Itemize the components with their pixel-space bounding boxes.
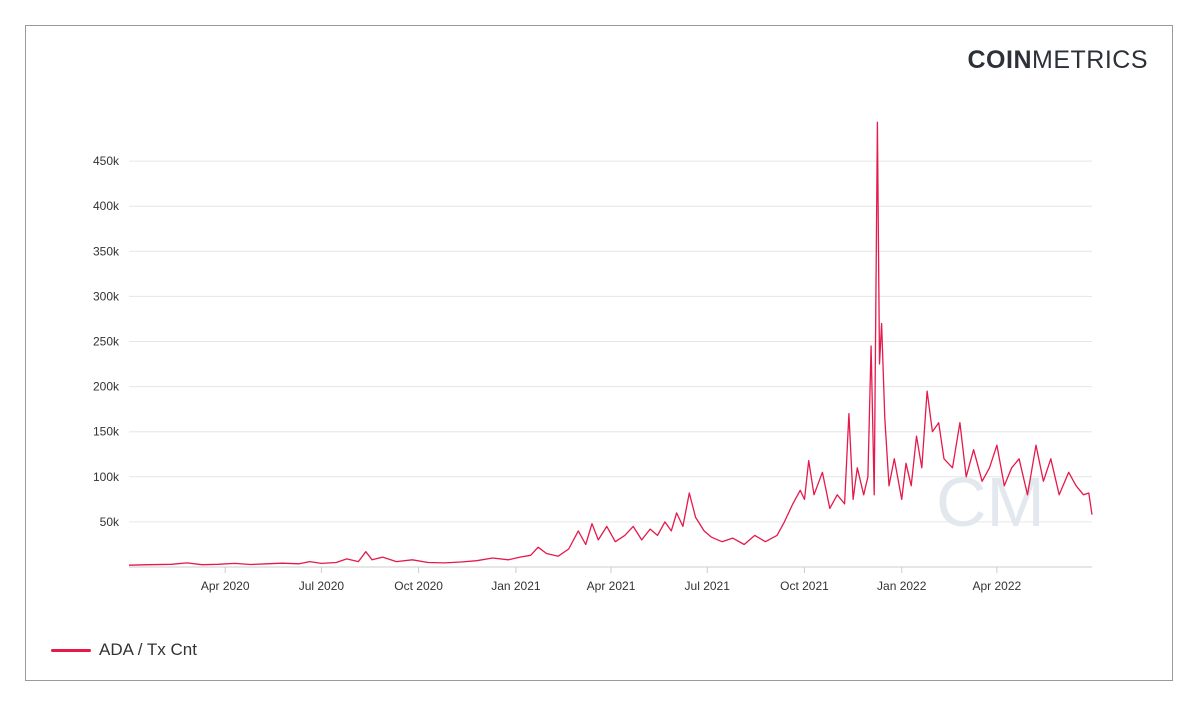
y-tick-label: 200k — [93, 380, 120, 394]
x-tick-label: Apr 2021 — [587, 579, 636, 593]
cm-watermark: CM — [936, 463, 1045, 541]
x-tick-label: Oct 2021 — [780, 579, 829, 593]
legend-swatch — [51, 648, 91, 652]
legend[interactable]: ADA / Tx Cnt — [51, 640, 197, 660]
y-tick-label: 450k — [93, 154, 120, 168]
y-tick-label: 350k — [93, 244, 120, 258]
y-tick-label: 250k — [93, 335, 120, 349]
y-tick-label: 100k — [93, 470, 120, 484]
x-tick-label: Apr 2020 — [201, 579, 250, 593]
x-tick-label: Oct 2020 — [394, 579, 443, 593]
line-chart: CM 50k 100k 150k 200k 250k 300k 350k 400k 450k A… — [93, 121, 1093, 593]
x-tick-label: Jan 2022 — [877, 579, 927, 593]
x-tick-label: Jan 2021 — [491, 579, 541, 593]
logo-bold-text: COIN — [967, 46, 1032, 74]
x-tick-label: Jul 2020 — [299, 579, 345, 593]
logo-light-text: METRICS — [1032, 46, 1148, 74]
gridlines — [129, 160, 1092, 523]
series-line — [128, 121, 1093, 566]
x-tick-label: Jul 2021 — [685, 579, 731, 593]
y-tick-label: 150k — [93, 425, 120, 439]
chart-frame: COINMETRICS CM 50k 100k 150k 200k 250k 300k 35… — [25, 25, 1173, 681]
series-group — [128, 121, 1093, 566]
y-tick-label: 50k — [100, 515, 120, 529]
coinmetrics-logo: COINMETRICS — [968, 46, 1149, 75]
y-tick-label: 300k — [93, 289, 120, 303]
x-tick-label: Apr 2022 — [973, 579, 1022, 593]
watermark-text: CM — [936, 463, 1045, 541]
x-axis-ticks: Apr 2020 Jul 2020 Oct 2020 Jan 2021 Apr 2021… — [201, 567, 1022, 593]
y-axis-ticks: 50k 100k 150k 200k 250k 300k 350k 400k 450k — [93, 154, 120, 529]
y-tick-label: 400k — [93, 199, 120, 213]
legend-label: ADA / Tx Cnt — [99, 640, 197, 659]
